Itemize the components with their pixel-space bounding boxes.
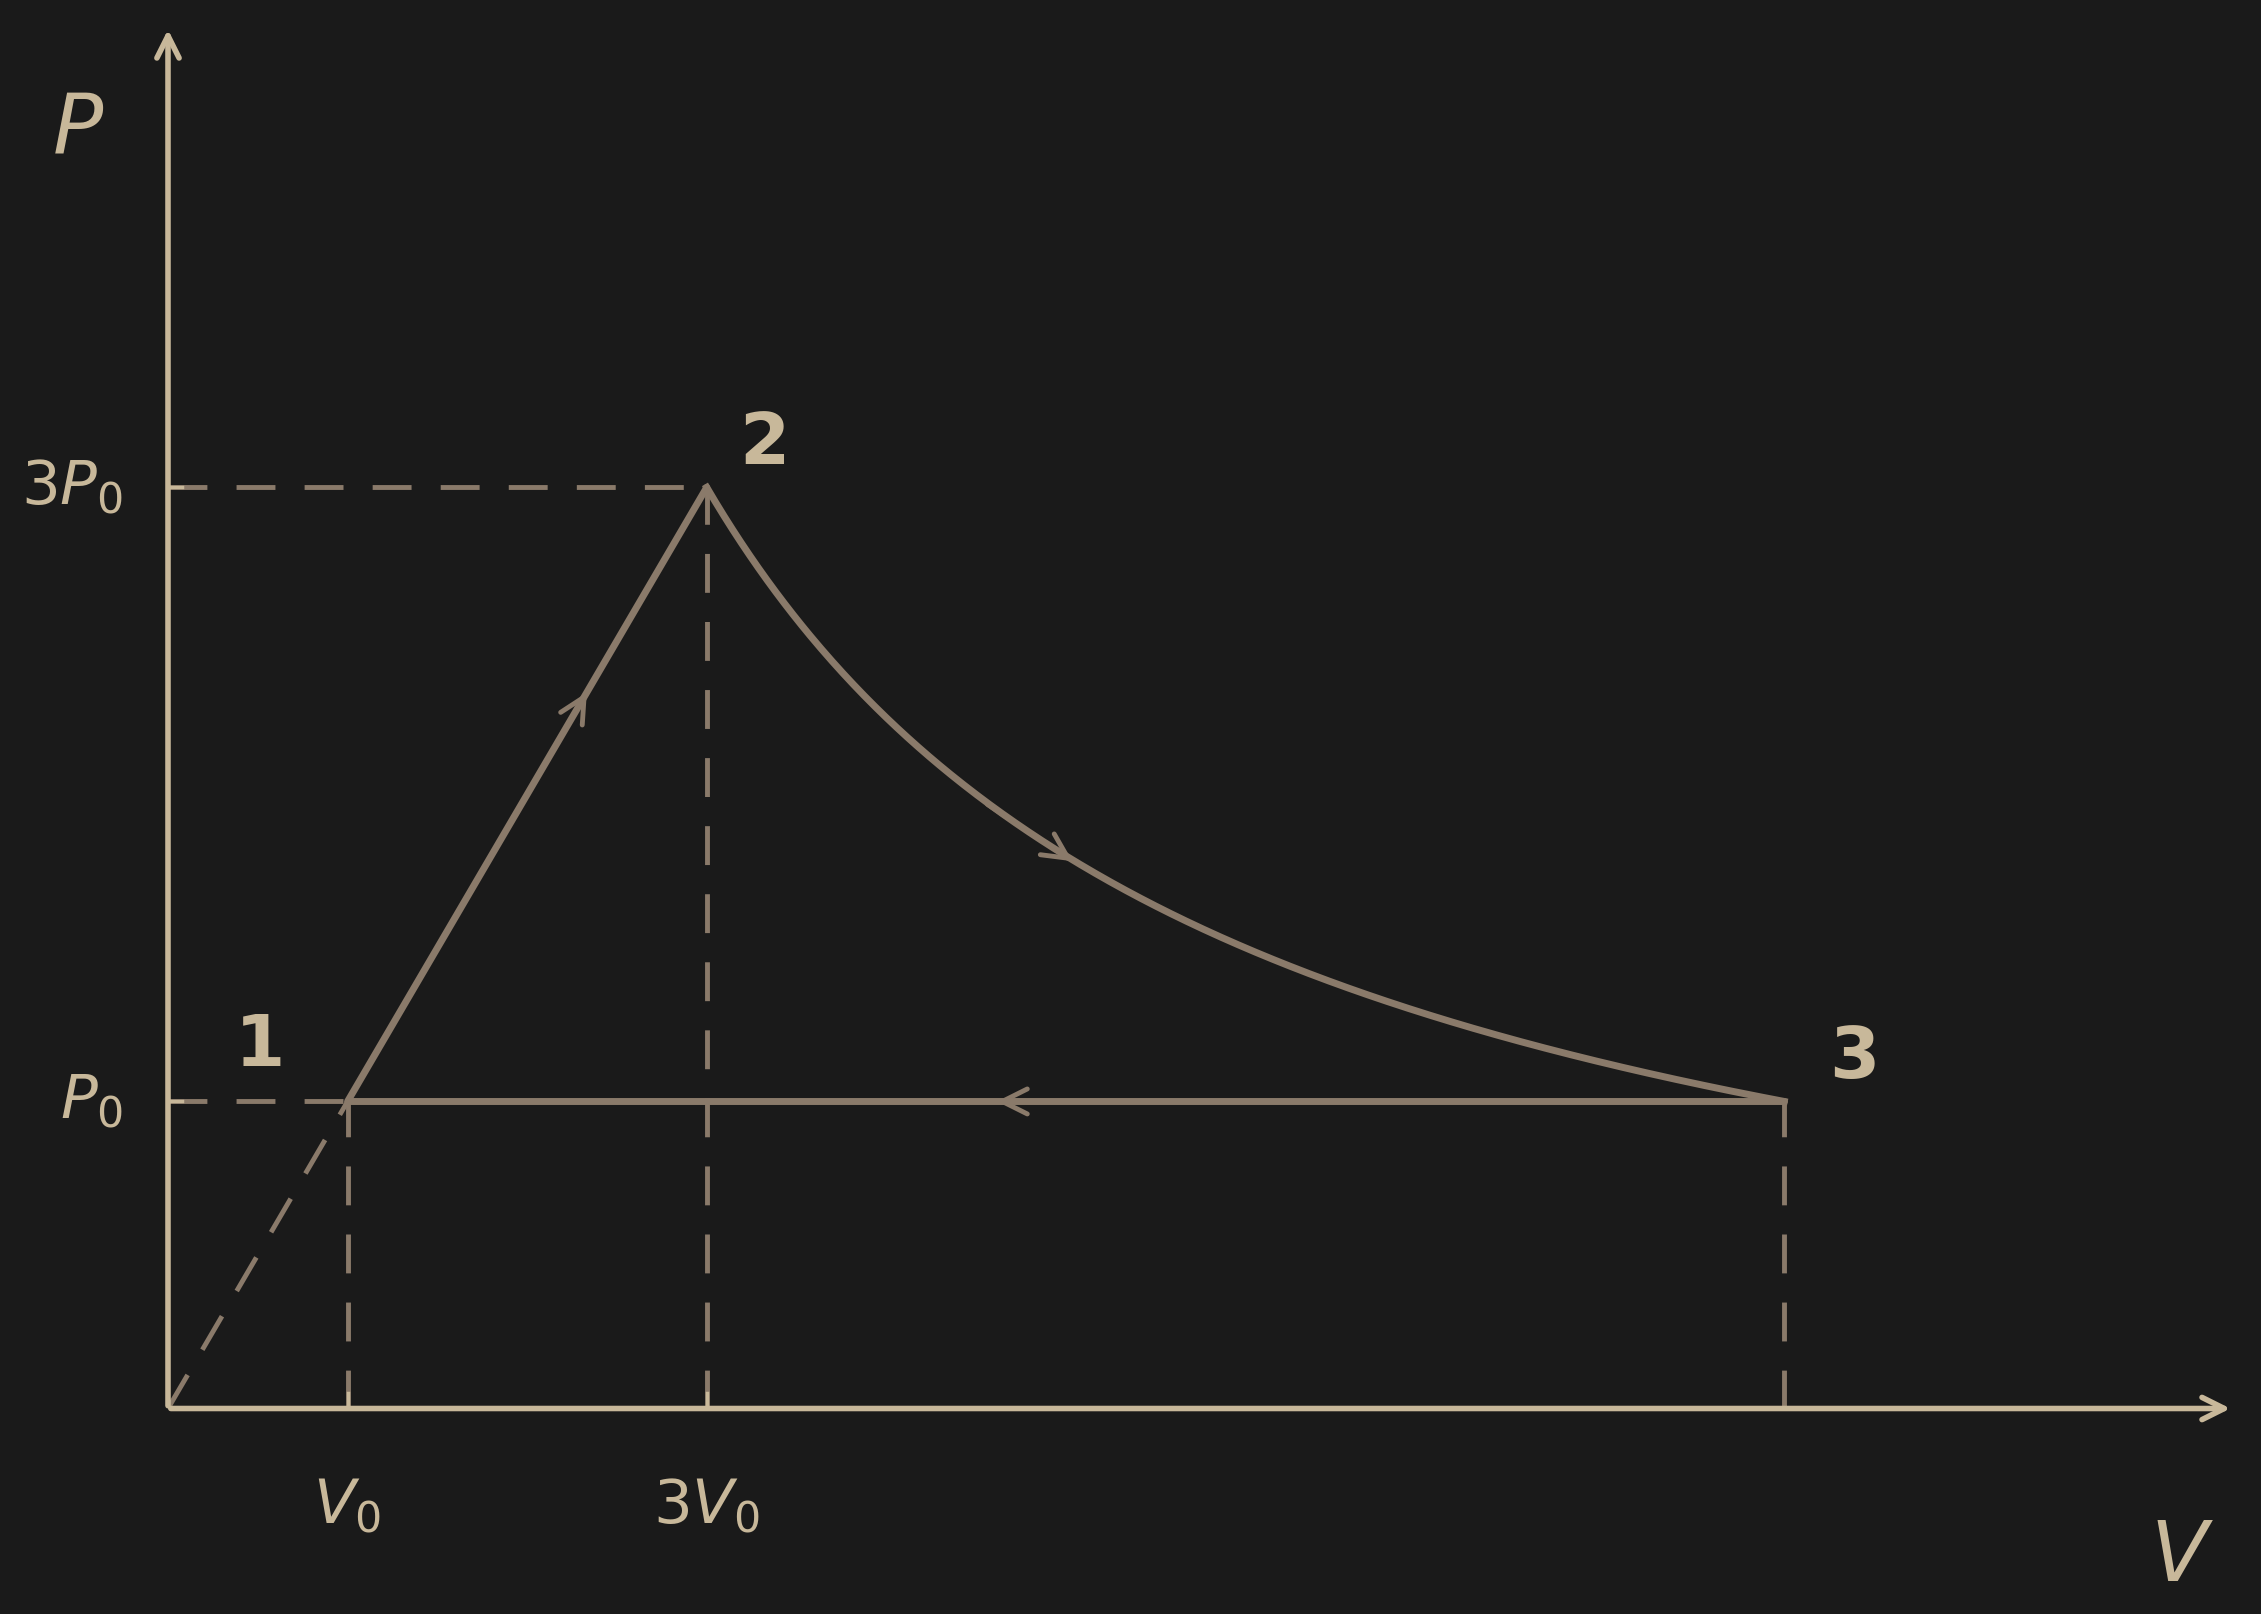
Text: $V_0$: $V_0$ bbox=[314, 1477, 382, 1535]
Text: $3P_0$: $3P_0$ bbox=[20, 458, 122, 518]
Text: $P_0$: $P_0$ bbox=[59, 1072, 122, 1131]
Text: V: V bbox=[2150, 1516, 2207, 1596]
Text: 3: 3 bbox=[1829, 1023, 1879, 1093]
Text: 2: 2 bbox=[739, 410, 789, 478]
Text: 1: 1 bbox=[235, 1010, 285, 1080]
Text: $3V_0$: $3V_0$ bbox=[653, 1477, 760, 1535]
Text: P: P bbox=[52, 89, 104, 169]
